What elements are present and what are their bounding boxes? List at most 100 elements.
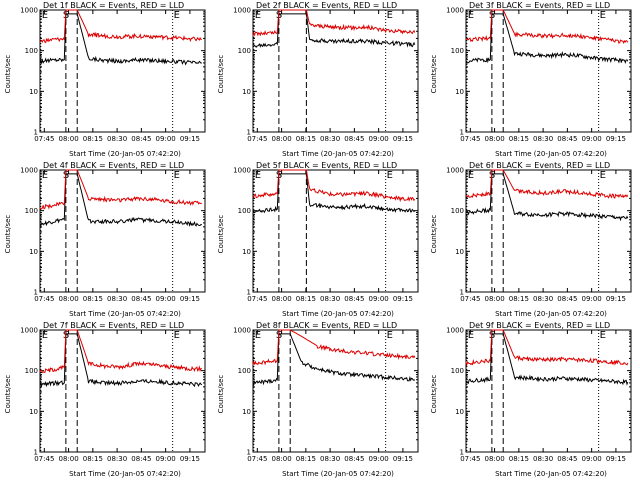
series-line-events [39, 173, 202, 227]
plot-frame [252, 9, 419, 133]
x-tick-label: 08:00 [58, 135, 78, 143]
plot-area: 1 10 100 1000 07:45 08:00 08:15 08:30 08:45 09:00… [20, 167, 206, 303]
x-tick-label: 09:15 [606, 295, 626, 303]
x-tick-label: 09:00 [156, 135, 176, 143]
plot-area: 1 10 100 1000 07:45 08:00 08:15 08:30 08:45 09:00… [20, 7, 206, 143]
eclipse-marker: E [387, 330, 393, 341]
x-tick-label: 09:15 [393, 295, 413, 303]
chart-title: Det 6f BLACK = Events, RED = LLD [469, 161, 611, 170]
series-line-lld [252, 169, 416, 203]
y-tick-label: 1 [460, 129, 464, 137]
x-tick-label: 08:15 [296, 455, 316, 463]
x-tick-label: 09:15 [606, 135, 626, 143]
eclipse-marker: E [174, 170, 180, 181]
y-tick-label: 10 [242, 88, 251, 96]
series-line-events [252, 13, 416, 49]
x-tick-label: 08:30 [533, 455, 553, 463]
x-tick-label: 08:15 [83, 295, 103, 303]
plot-frame [39, 9, 206, 133]
x-tick-label: 09:00 [582, 135, 602, 143]
series-line-events [252, 173, 416, 214]
plot-area: 1 10 100 1000 07:45 08:00 08:15 08:30 08:45 09:00… [233, 167, 419, 303]
x-tick-label: 07:45 [460, 455, 480, 463]
x-tick-label: 08:15 [509, 455, 529, 463]
x-tick-label: 09:15 [606, 455, 626, 463]
detector-panel-4: Det 4f BLACK = Events, RED = LLD Counts/s… [0, 160, 213, 320]
x-tick-label: 07:45 [460, 295, 480, 303]
y-tick-label: 1 [247, 449, 251, 457]
x-tick-label: 08:15 [509, 295, 529, 303]
x-tick-label: 08:45 [557, 295, 577, 303]
x-tick-label: 08:00 [58, 455, 78, 463]
x-tick-label: 08:30 [107, 135, 127, 143]
x-tick-label: 07:45 [247, 295, 267, 303]
y-tick-label: 10 [455, 88, 464, 96]
x-tick-label: 08:15 [83, 455, 103, 463]
eclipse-marker: E [600, 10, 606, 21]
series-line-lld [39, 329, 203, 374]
x-tick-label: 08:45 [131, 135, 151, 143]
plot-area: 1 10 100 1000 07:45 08:00 08:15 08:30 08:45 09:00… [233, 327, 419, 463]
series-line-events [465, 173, 629, 222]
y-tick-label: 1000 [446, 327, 464, 335]
chart-title: Det 2f BLACK = Events, RED = LLD [256, 1, 398, 10]
eclipse-marker: E [255, 330, 261, 341]
x-tick-label: 08:30 [107, 295, 127, 303]
y-tick-label: 100 [238, 47, 251, 55]
y-tick-label: 1000 [233, 167, 251, 175]
y-tick-label: 100 [238, 367, 251, 375]
x-tick-label: 08:15 [296, 295, 316, 303]
plot-frame [252, 329, 419, 453]
x-tick-label: 08:45 [344, 135, 364, 143]
plot-area: 1 10 100 1000 07:45 08:00 08:15 08:30 08:45 09:00… [446, 167, 632, 303]
detector-panel-6: Det 6f BLACK = Events, RED = LLD Counts/s… [426, 160, 639, 320]
y-tick-label: 1000 [446, 167, 464, 175]
x-tick-label: 09:00 [369, 135, 389, 143]
eclipse-marker: E [600, 330, 606, 341]
x-tick-label: 08:00 [484, 135, 504, 143]
detector-panel-1: Det 1f BLACK = Events, RED = LLD Counts/s… [0, 0, 213, 160]
x-axis-label: Start Time (20-Jan-05 07:42:20) [282, 150, 394, 158]
x-axis-label: Start Time (20-Jan-05 07:42:20) [282, 470, 394, 478]
x-tick-label: 08:45 [131, 455, 151, 463]
x-axis-label: Start Time (20-Jan-05 07:42:20) [495, 150, 607, 158]
series-line-lld [465, 169, 629, 199]
y-tick-label: 100 [25, 207, 38, 215]
x-tick-label: 09:00 [156, 455, 176, 463]
x-tick-label: 09:15 [393, 135, 413, 143]
y-tick-label: 1 [247, 289, 251, 297]
y-tick-label: 1 [34, 289, 38, 297]
x-tick-label: 07:45 [34, 455, 54, 463]
y-tick-label: 100 [451, 367, 464, 375]
x-tick-label: 09:15 [180, 295, 200, 303]
chart-title: Det 8f BLACK = Events, RED = LLD [256, 321, 398, 330]
eclipse-marker: E [468, 170, 474, 181]
x-tick-label: 08:00 [271, 135, 291, 143]
chart-title: Det 7f BLACK = Events, RED = LLD [43, 321, 185, 330]
y-tick-label: 1000 [20, 167, 38, 175]
x-axis-label: Start Time (20-Jan-05 07:42:20) [69, 470, 181, 478]
chart-title: Det 9f BLACK = Events, RED = LLD [469, 321, 611, 330]
eclipse-marker: E [387, 10, 393, 21]
x-tick-label: 08:15 [83, 135, 103, 143]
x-tick-label: 08:00 [271, 295, 291, 303]
eclipse-marker: E [42, 330, 48, 341]
series-line-events [465, 333, 629, 386]
x-tick-label: 08:00 [58, 295, 78, 303]
x-axis-label: Start Time (20-Jan-05 07:42:20) [495, 470, 607, 478]
y-tick-label: 10 [242, 408, 251, 416]
series-line-lld [465, 329, 629, 367]
y-tick-label: 10 [29, 408, 38, 416]
series-line-lld [465, 9, 629, 45]
y-tick-label: 100 [451, 47, 464, 55]
y-tick-label: 10 [242, 248, 251, 256]
eclipse-marker: E [468, 10, 474, 21]
series-line-events [39, 333, 203, 388]
x-tick-label: 08:30 [107, 455, 127, 463]
plot-area: 1 10 100 1000 07:45 08:00 08:15 08:30 08:45 09:00… [233, 7, 419, 143]
y-tick-label: 1 [460, 289, 464, 297]
series-line-lld [39, 9, 202, 44]
x-tick-label: 08:30 [533, 295, 553, 303]
y-tick-label: 1 [34, 449, 38, 457]
